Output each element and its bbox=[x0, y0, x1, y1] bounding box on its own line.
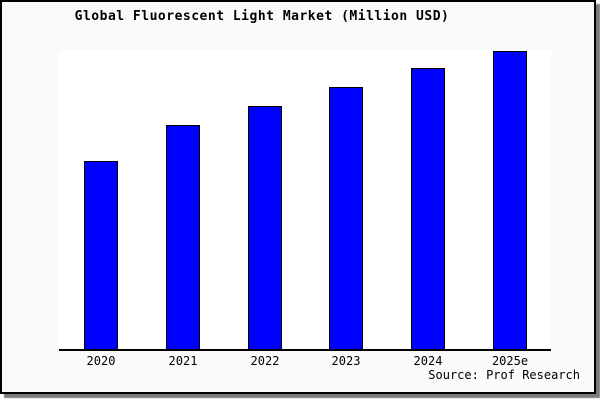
bar-2023 bbox=[329, 87, 363, 349]
x-tick-label-2020: 2020 bbox=[86, 354, 116, 368]
plot-area bbox=[59, 50, 551, 351]
bar-2021 bbox=[166, 125, 200, 349]
x-tick-label-2025e: 2025e bbox=[491, 354, 529, 368]
chart-title: Global Fluorescent Light Market (Million… bbox=[74, 9, 450, 24]
bar-2020 bbox=[84, 161, 118, 349]
source-note: Source: Prof Research bbox=[428, 368, 580, 382]
x-tick-label-2022: 2022 bbox=[250, 354, 280, 368]
bar-2025e bbox=[493, 51, 527, 349]
chart-frame: Global Fluorescent Light Market (Million… bbox=[0, 0, 596, 394]
bar-2024 bbox=[411, 68, 445, 349]
x-tick-label-2021: 2021 bbox=[168, 354, 198, 368]
x-tick-label-2024: 2024 bbox=[413, 354, 443, 368]
x-tick-label-2023: 2023 bbox=[331, 354, 361, 368]
bar-2022 bbox=[248, 106, 282, 349]
